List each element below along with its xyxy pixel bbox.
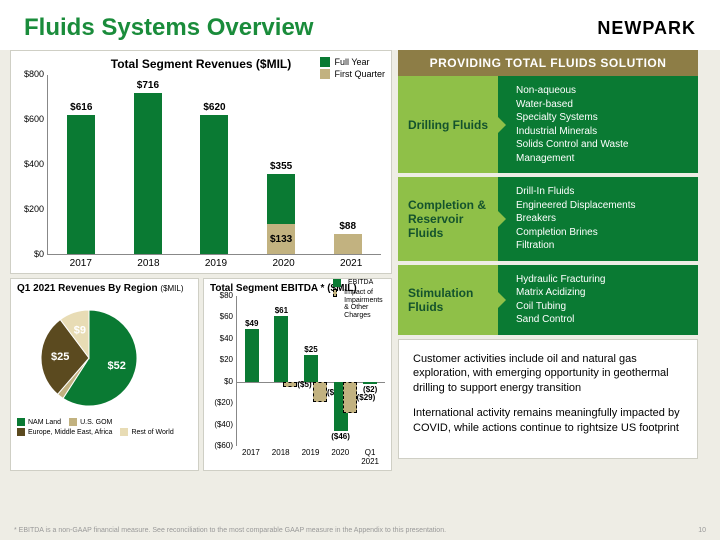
ebitda-x-label: Q1 2021 xyxy=(355,446,385,466)
ebitda-ytick: $20 xyxy=(211,355,233,364)
card-title: Drilling Fluids xyxy=(398,76,498,173)
pie-legend: NAM Land U.S. GOM Europe, Middle East, Afr… xyxy=(17,418,192,436)
right-column: PROVIDING TOTAL FLUIDS SOLUTION Drilling… xyxy=(398,50,698,475)
bar-group: $355 $133 xyxy=(248,75,315,254)
y-tick: $400 xyxy=(18,159,44,169)
x-label: 2021 xyxy=(317,255,385,269)
ebitda-group: $25($19) xyxy=(296,296,326,446)
ebitda-group: $49 xyxy=(237,296,267,446)
y-tick: $200 xyxy=(18,204,44,214)
ebitda-x-label: 2017 xyxy=(236,446,266,466)
bar-value: $355 xyxy=(256,161,306,172)
card-title: Completion & Reservoir Fluids xyxy=(398,177,498,261)
solution-card: Stimulation FluidsHydraulic FracturingMa… xyxy=(398,265,698,335)
solution-card: Completion & Reservoir FluidsDrill-In Fl… xyxy=(398,177,698,261)
bar-value: $88 xyxy=(323,221,373,232)
bar-group: $616 xyxy=(48,75,115,254)
ebitda-value: ($2) xyxy=(353,385,387,394)
ebitda-ytick: $0 xyxy=(211,377,233,386)
card-items: Drill-In FluidsEngineered DisplacementsB… xyxy=(498,177,698,261)
footer: * EBITDA is a non-GAAP financial measure… xyxy=(14,527,706,534)
ebitda-ytick: $40 xyxy=(211,334,233,343)
x-label: 2020 xyxy=(250,255,318,269)
slice-label: $9 xyxy=(74,325,86,337)
bar-value: $620 xyxy=(189,102,239,113)
ebitda-x-label: 2018 xyxy=(266,446,296,466)
ebitda-group: $61($5) xyxy=(267,296,297,446)
y-tick: $0 xyxy=(18,249,44,259)
pie-title: Q1 2021 Revenues By Region ($MIL) xyxy=(17,283,192,294)
ebitda-panel: Total Segment EBITDA * ($MIL) EBITDAImpa… xyxy=(203,278,392,471)
ebitda-x-label: 2019 xyxy=(296,446,326,466)
ebitda-bar xyxy=(245,329,259,382)
ebitda-group: ($46)($29) xyxy=(326,296,356,446)
pie-legend-item: NAM Land xyxy=(17,418,61,426)
pie-legend-item: U.S. GOM xyxy=(69,418,112,426)
pie-panel: Q1 2021 Revenues By Region ($MIL) $52 $25… xyxy=(10,278,199,471)
page-title: Fluids Systems Overview xyxy=(24,14,313,42)
slice-label: $52 xyxy=(107,360,125,372)
y-tick: $600 xyxy=(18,114,44,124)
ebitda-x-label: 2020 xyxy=(325,446,355,466)
body-paragraph: Customer activities include oil and natu… xyxy=(413,352,683,397)
bar: $355$133 xyxy=(267,174,295,254)
bar: $88 xyxy=(334,234,362,254)
bar-value: $616 xyxy=(56,102,106,113)
ebitda-ytick: $60 xyxy=(211,312,233,321)
right-header: PROVIDING TOTAL FLUIDS SOLUTION xyxy=(398,50,698,76)
solution-card: Drilling FluidsNon-aqueousWater-basedSpe… xyxy=(398,76,698,173)
card-items: Non-aqueousWater-basedSpecialty SystemsI… xyxy=(498,76,698,173)
bar-group: $620 xyxy=(181,75,248,254)
bar: $716 xyxy=(134,93,162,254)
x-label: 2018 xyxy=(115,255,183,269)
bar: $616 xyxy=(67,115,95,254)
ebitda-legend-item: EBITDA xyxy=(333,279,389,287)
ebitda-ytick: ($60) xyxy=(211,441,233,450)
footnote: * EBITDA is a non-GAAP financial measure… xyxy=(14,527,446,534)
ebitda-bar xyxy=(304,355,318,382)
card-title: Stimulation Fluids xyxy=(398,265,498,335)
bottom-row: Q1 2021 Revenues By Region ($MIL) $52 $25… xyxy=(10,278,392,475)
page-number: 10 xyxy=(698,527,706,534)
ebitda-bar xyxy=(363,382,377,384)
ebitda-group: ($2) xyxy=(355,296,385,446)
slice-label: $25 xyxy=(51,351,69,363)
body-paragraph: International activity remains meaningfu… xyxy=(413,406,683,436)
ebitda-x-labels: 2017201820192020Q1 2021 xyxy=(236,446,385,466)
revenue-bar-area: $0$200$400$600$800$616$716$620$355$133$8… xyxy=(47,75,381,255)
ebitda-ytick: ($40) xyxy=(211,420,233,429)
header: Fluids Systems Overview NEWPARK xyxy=(0,0,720,50)
solution-cards: Drilling FluidsNon-aqueousWater-basedSpe… xyxy=(398,76,698,335)
x-label: 2017 xyxy=(47,255,115,269)
ebitda-bar xyxy=(274,316,288,381)
x-label: 2019 xyxy=(182,255,250,269)
left-column: Total Segment Revenues ($MIL) Full YearF… xyxy=(10,50,392,475)
logo: NEWPARK xyxy=(597,18,696,39)
main-content: Total Segment Revenues ($MIL) Full YearF… xyxy=(0,50,720,475)
bar-group: $716 xyxy=(115,75,182,254)
revenue-chart-panel: Total Segment Revenues ($MIL) Full YearF… xyxy=(10,50,392,274)
ebitda-value: ($46) xyxy=(324,432,358,441)
legend-item: Full Year xyxy=(320,57,385,67)
pie-chart: $52 $25 $9 xyxy=(17,296,187,416)
pie-legend-item: Europe, Middle East, Africa xyxy=(17,428,112,436)
fq-value: $133 xyxy=(256,234,306,245)
ebitda-value: $25 xyxy=(294,345,328,354)
ebitda-value: $61 xyxy=(264,306,298,315)
pie-legend-item: Rest of World xyxy=(120,428,173,436)
bar: $620 xyxy=(200,115,228,255)
revenue-x-labels: 20172018201920202021 xyxy=(47,255,385,269)
right-body: Customer activities include oil and natu… xyxy=(398,339,698,459)
ebitda-ytick: $80 xyxy=(211,291,233,300)
card-items: Hydraulic FracturingMatrix AcidizingCoil… xyxy=(498,265,698,335)
bar-group: $88 xyxy=(314,75,381,254)
ebitda-value: $49 xyxy=(235,319,269,328)
ebitda-ytick: ($20) xyxy=(211,398,233,407)
y-tick: $800 xyxy=(18,69,44,79)
bar-value: $716 xyxy=(123,80,173,91)
ebitda-bar-area: ($60)($40)($20)$0$20$40$60$80$49$61($5)$… xyxy=(236,296,385,446)
